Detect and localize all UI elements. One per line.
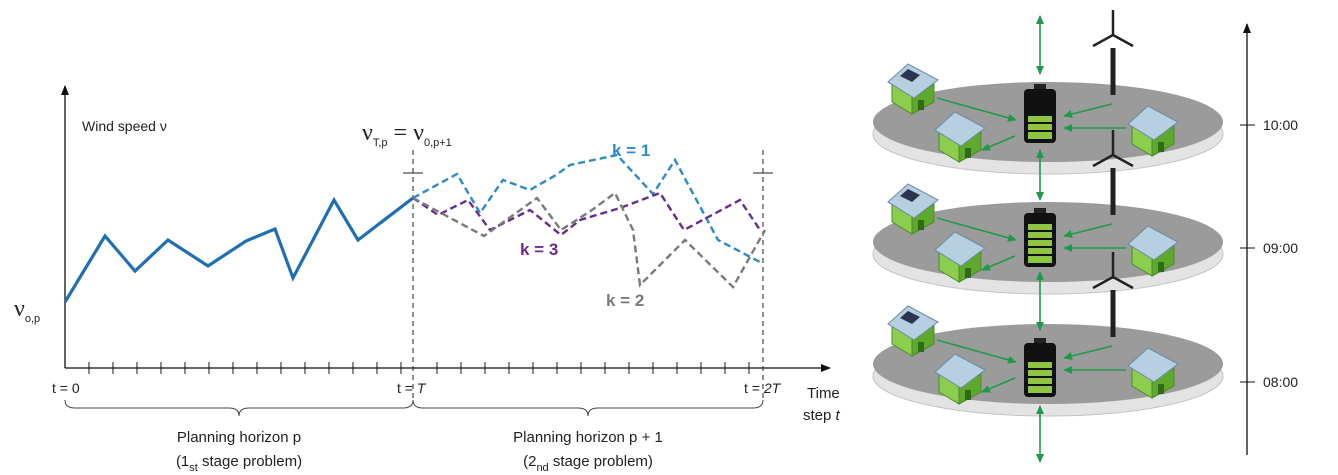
boundary-value: νT,p = ν0,p+1 bbox=[362, 120, 452, 149]
microgrid-tiers bbox=[873, 10, 1223, 463]
x-axis-label: step t bbox=[803, 407, 841, 424]
wind-plot: Wind speed ν νo,p νT,p = ν0,p+1 k = 1 k = … bbox=[14, 85, 841, 474]
tick-marks bbox=[88, 362, 750, 374]
scenario-label: k = 3 bbox=[520, 240, 558, 259]
time-label: 08:00 bbox=[1263, 374, 1298, 390]
x-tick-label: t = T bbox=[397, 380, 427, 396]
x-axis-label: Time bbox=[807, 385, 840, 402]
time-axis: 10:00 09:00 08:00 bbox=[1240, 23, 1298, 455]
x-tick-label: t = 2T bbox=[744, 380, 782, 396]
y-axis-label: Wind speed ν bbox=[82, 118, 167, 134]
horizon-title: Planning horizon p bbox=[177, 429, 301, 446]
time-label: 10:00 bbox=[1263, 117, 1298, 133]
history-line bbox=[63, 196, 414, 303]
brace bbox=[64, 399, 414, 417]
time-label: 09:00 bbox=[1263, 240, 1298, 256]
brace bbox=[412, 399, 764, 417]
battery bbox=[1024, 84, 1056, 143]
horizon-title: Planning horizon p + 1 bbox=[513, 429, 663, 446]
start-value: νo,p bbox=[14, 296, 40, 325]
scenario-k1 bbox=[412, 153, 761, 264]
scenario-k2 bbox=[412, 191, 767, 289]
battery bbox=[1024, 338, 1056, 397]
horizon-note: (1st stage problem) bbox=[176, 453, 302, 474]
time-ticks bbox=[1240, 124, 1255, 383]
x-tick-label: t = 0 bbox=[52, 380, 80, 396]
scenario-label: k = 1 bbox=[612, 141, 650, 160]
stage-boundaries bbox=[412, 150, 764, 400]
battery bbox=[1024, 208, 1056, 267]
scenario-k3 bbox=[412, 191, 761, 237]
scenario-label: k = 2 bbox=[606, 291, 644, 310]
horizon-note: (2nd stage problem) bbox=[523, 453, 653, 474]
